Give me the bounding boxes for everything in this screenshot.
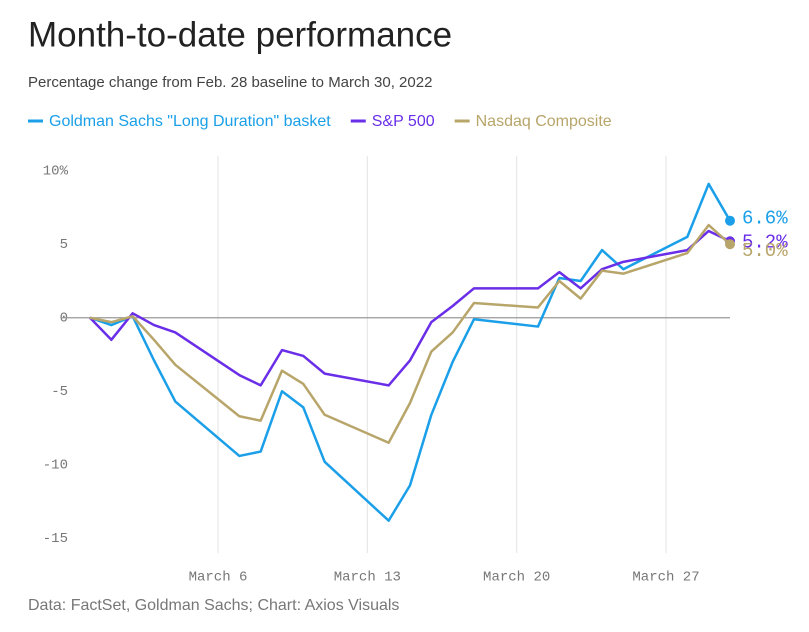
y-tick-label: -15 [43, 531, 68, 547]
legend-label: S&P 500 [372, 113, 435, 130]
chart-title: Month-to-date performance [28, 15, 452, 54]
y-tick-label: 10% [43, 163, 69, 179]
end-dot [725, 239, 735, 250]
value-label: 6.6% [742, 208, 788, 230]
value-label: 5.2% [742, 231, 788, 253]
legend-label: Nasdaq Composite [476, 113, 612, 130]
source: Data: FactSet, Goldman Sachs; Chart: Axi… [28, 597, 399, 614]
series-line [89, 223, 731, 444]
chart-subtitle: Percentage change from Feb. 28 baseline … [28, 74, 432, 91]
y-tick-label: -5 [51, 384, 68, 400]
legend-label: Goldman Sachs "Long Duration" basket [49, 113, 331, 130]
end-dot [725, 215, 735, 226]
series-line [89, 229, 731, 387]
value-label: 5.0% [742, 240, 788, 262]
series-line [89, 182, 732, 522]
y-tick-label: 0 [60, 310, 68, 326]
x-tick-label: March 13 [334, 570, 401, 586]
x-tick-label: March 6 [189, 570, 248, 586]
y-tick-label: -10 [43, 457, 68, 473]
y-tick-label: 5 [60, 237, 68, 253]
x-tick-label: March 27 [632, 570, 699, 586]
x-tick-label: March 20 [483, 570, 550, 586]
